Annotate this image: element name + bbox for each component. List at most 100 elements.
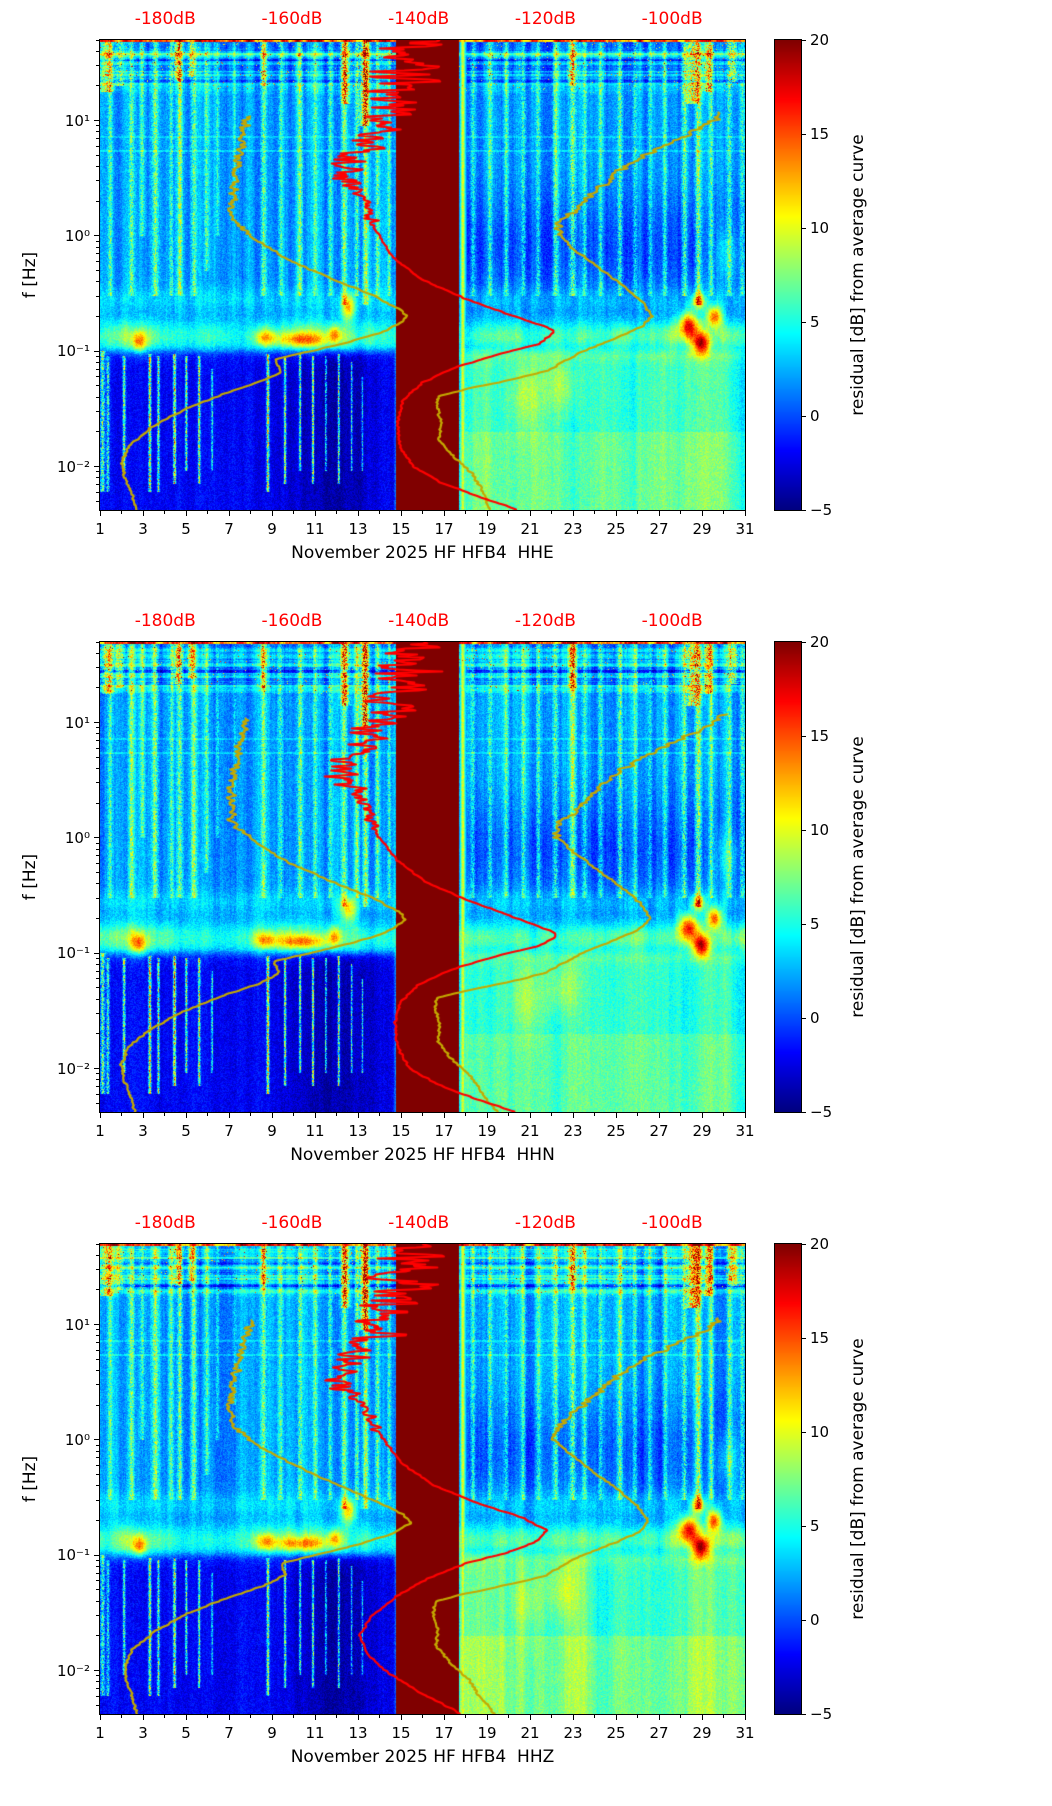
y-minor-tick: [96, 652, 99, 654]
y-tick-label: 10⁻¹: [56, 1546, 90, 1565]
x-minor-tick: [680, 1715, 681, 1718]
y-tick-label: 10⁰: [64, 226, 90, 245]
x-minor-tick: [508, 1715, 509, 1718]
colorbar-tick: [802, 39, 806, 41]
y-minor-tick: [96, 739, 99, 741]
y-major-tick: [94, 235, 99, 237]
y-minor-tick: [96, 970, 99, 972]
x-major-tick: [529, 1113, 531, 1118]
colorbar: [774, 39, 802, 511]
y-minor-tick: [96, 1520, 99, 1522]
spectrogram-plot: [99, 641, 746, 1113]
x-major-tick: [142, 1715, 144, 1720]
x-minor-tick: [465, 511, 466, 514]
y-major-tick: [94, 466, 99, 468]
y-minor-tick: [96, 1560, 99, 1561]
x-major-tick: [486, 1715, 488, 1720]
colorbar-tick: [802, 1337, 806, 1339]
y-minor-tick: [96, 863, 99, 864]
y-minor-tick: [96, 65, 99, 67]
x-tick-label: 3: [138, 520, 148, 538]
x-minor-tick: [207, 511, 208, 514]
y-minor-tick: [96, 165, 99, 167]
y-minor-tick: [96, 1085, 99, 1087]
top-axis-tick-label: -160dB: [261, 1213, 323, 1233]
y-minor-tick: [96, 1329, 99, 1331]
y-tick-label: 10⁰: [64, 828, 90, 847]
x-major-tick: [357, 1715, 359, 1720]
x-major-tick: [314, 1715, 316, 1720]
colorbar-tick: [802, 829, 806, 831]
y-minor-tick: [96, 1465, 99, 1466]
colorbar-tick-label: 0: [810, 407, 820, 425]
x-minor-tick: [465, 1113, 466, 1116]
colorbar-canvas-hhz: [775, 1244, 801, 1714]
x-minor-tick: [508, 1113, 509, 1116]
x-minor-tick: [293, 511, 294, 514]
x-minor-tick: [207, 1113, 208, 1116]
x-major-tick: [615, 511, 617, 516]
y-minor-tick: [96, 1681, 99, 1683]
y-minor-tick: [96, 1704, 99, 1706]
x-tick-label: 7: [224, 1724, 234, 1742]
y-major-tick: [94, 1670, 99, 1672]
y-tick-label: 10¹: [64, 1315, 90, 1334]
spectrogram-canvas-hhn: [100, 642, 745, 1112]
colorbar-tick: [802, 415, 806, 417]
x-tick-label: 17: [434, 1724, 454, 1742]
y-minor-tick: [96, 491, 99, 493]
x-minor-tick: [680, 511, 681, 514]
x-minor-tick: [422, 1113, 423, 1116]
y-minor-tick: [96, 641, 99, 643]
y-minor-tick: [96, 477, 99, 479]
x-axis-label: November 2025 HF HFB4 HHE: [291, 543, 554, 563]
x-tick-label: 23: [563, 1724, 583, 1742]
colorbar-canvas-hhe: [775, 40, 801, 510]
y-minor-tick: [96, 1033, 99, 1035]
spectrogram-plot: [99, 1243, 746, 1715]
x-tick-label: 19: [477, 1122, 497, 1140]
x-tick-label: 1: [95, 520, 105, 538]
y-minor-tick: [96, 1102, 99, 1104]
y-minor-tick: [96, 270, 99, 272]
x-tick-label: 15: [391, 520, 411, 538]
x-major-tick: [701, 1715, 703, 1720]
y-minor-tick: [96, 137, 99, 139]
x-major-tick: [185, 511, 187, 516]
x-major-tick: [228, 1113, 230, 1118]
y-minor-tick: [96, 281, 99, 283]
x-tick-label: 27: [649, 1122, 669, 1140]
y-minor-tick: [96, 145, 99, 147]
x-minor-tick: [379, 1113, 380, 1116]
x-major-tick: [529, 1715, 531, 1720]
x-tick-label: 17: [434, 1122, 454, 1140]
x-major-tick: [658, 1715, 660, 1720]
colorbar-tick-label: 20: [810, 1235, 830, 1253]
x-tick-label: 7: [224, 1122, 234, 1140]
y-minor-tick: [96, 1615, 99, 1617]
panel-hhz: -180dB -160dB -140dB -120dB -100dB f [Hz] 1 3 5 7…: [0, 1204, 1052, 1806]
x-major-tick: [400, 511, 402, 516]
x-major-tick: [658, 1113, 660, 1118]
x-minor-tick: [293, 1715, 294, 1718]
y-minor-tick: [96, 1635, 99, 1637]
panel-hhn: -180dB -160dB -140dB -120dB -100dB f [Hz] 1 3 5 7…: [0, 602, 1052, 1204]
y-minor-tick: [96, 1369, 99, 1371]
x-major-tick: [443, 1113, 445, 1118]
x-minor-tick: [207, 1715, 208, 1718]
colorbar-tick: [802, 641, 806, 643]
x-tick-label: 5: [181, 520, 191, 538]
x-minor-tick: [250, 511, 251, 514]
x-tick-label: 19: [477, 1724, 497, 1742]
colorbar-tick-label: 10: [810, 821, 830, 839]
y-minor-tick: [96, 733, 99, 735]
y-minor-tick: [96, 1384, 99, 1386]
y-minor-tick: [96, 361, 99, 363]
x-major-tick: [185, 1113, 187, 1118]
colorbar-tick-label: 0: [810, 1009, 820, 1027]
x-major-tick: [744, 511, 746, 516]
colorbar-tick-label: 5: [810, 313, 820, 331]
spectrogram-plot: [99, 39, 746, 511]
y-minor-tick: [96, 200, 99, 202]
x-minor-tick: [336, 1715, 337, 1718]
